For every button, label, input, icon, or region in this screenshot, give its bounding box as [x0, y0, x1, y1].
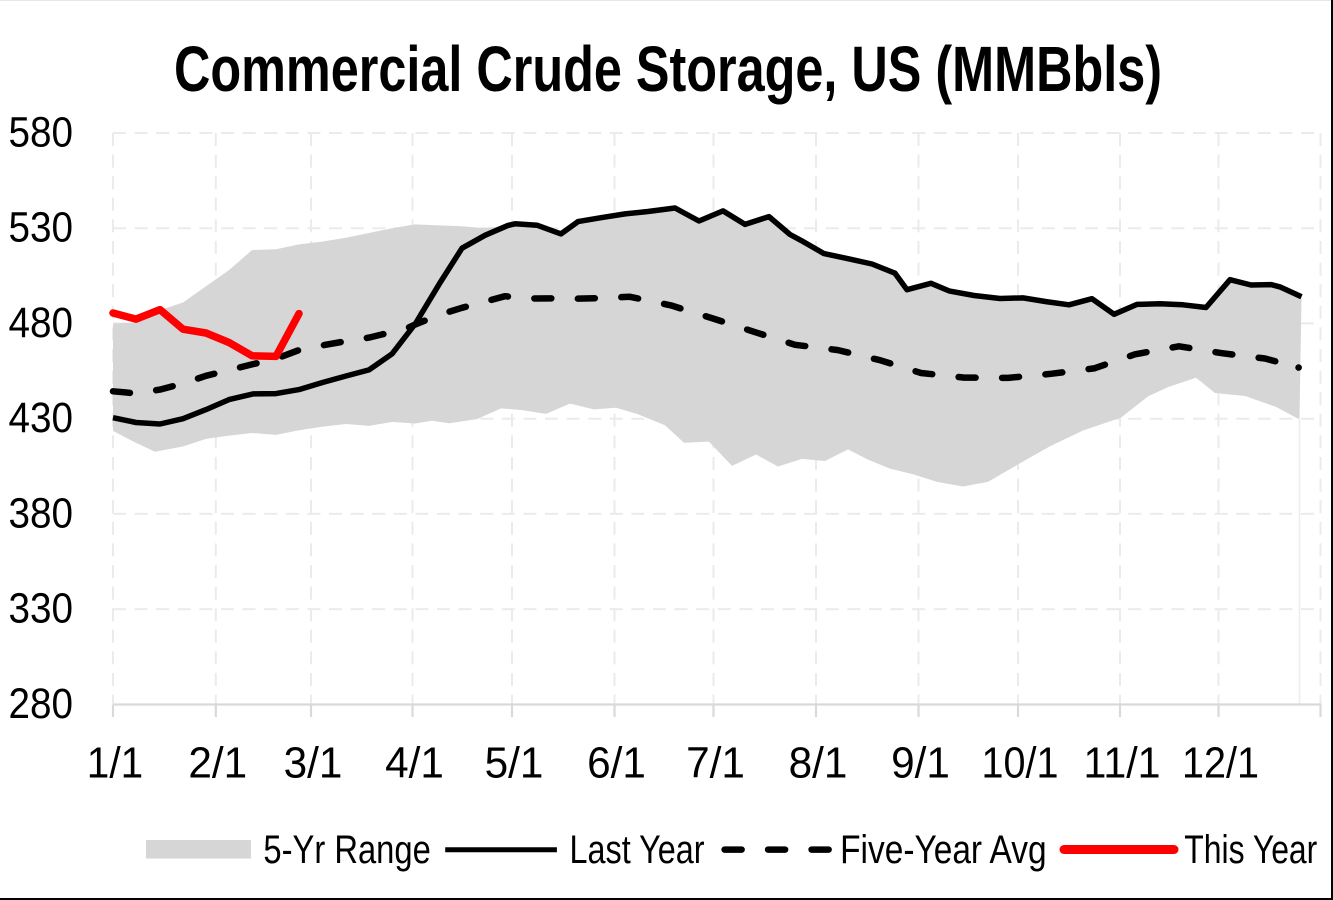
svg-text:330: 330	[9, 585, 74, 633]
svg-text:1/1: 1/1	[87, 739, 143, 788]
svg-text:3/1: 3/1	[284, 739, 343, 788]
svg-text:9/1: 9/1	[891, 739, 950, 788]
svg-text:Last Year: Last Year	[570, 828, 705, 872]
svg-text:10/1: 10/1	[982, 739, 1059, 788]
svg-text:12/1: 12/1	[1182, 739, 1259, 788]
svg-text:2/1: 2/1	[188, 739, 247, 788]
svg-text:280: 280	[9, 680, 74, 728]
svg-text:480: 480	[9, 299, 74, 347]
svg-text:380: 380	[9, 489, 74, 537]
svg-text:5-Yr Range: 5-Yr Range	[263, 828, 430, 872]
svg-text:5/1: 5/1	[485, 739, 544, 788]
svg-text:7/1: 7/1	[686, 739, 745, 788]
svg-text:8/1: 8/1	[789, 739, 848, 788]
svg-text:11/1: 11/1	[1084, 739, 1161, 788]
svg-text:Five-Year Avg: Five-Year Avg	[840, 828, 1047, 872]
svg-text:6/1: 6/1	[587, 739, 646, 788]
svg-text:Commercial Crude Storage, US (: Commercial Crude Storage, US (MMBbls)	[174, 33, 1162, 105]
svg-text:4/1: 4/1	[385, 739, 444, 788]
svg-text:This Year: This Year	[1184, 828, 1317, 872]
svg-text:580: 580	[9, 109, 74, 157]
svg-text:530: 530	[9, 204, 74, 252]
svg-text:430: 430	[9, 394, 74, 442]
